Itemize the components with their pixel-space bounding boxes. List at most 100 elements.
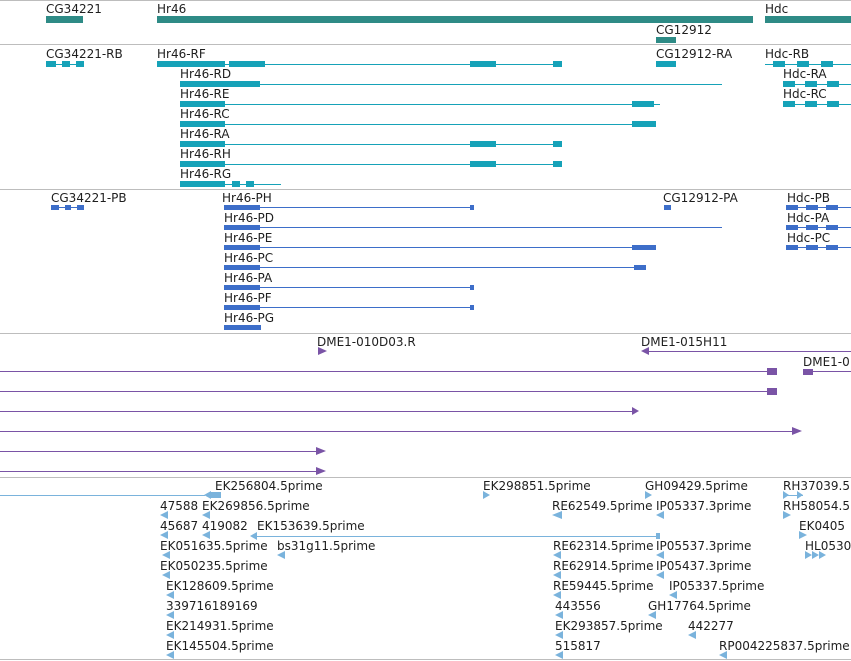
transcript-label[interactable]: Hdc-RA	[783, 67, 827, 81]
protein-feature[interactable]	[664, 205, 671, 210]
est-feature[interactable]	[162, 551, 170, 559]
protein-feature[interactable]	[51, 205, 84, 210]
transcript-feature[interactable]	[180, 121, 656, 127]
protein-label[interactable]: Hr46-PD	[224, 211, 275, 225]
est-feature[interactable]	[483, 491, 490, 499]
transcript-label[interactable]: CG34221-RB	[46, 47, 123, 61]
transcript-feature[interactable]	[180, 101, 660, 107]
est-label[interactable]: 443556	[555, 599, 601, 613]
est-label[interactable]: 419082	[202, 519, 248, 533]
est-label[interactable]: RH58054.5	[783, 499, 850, 513]
transcript-label[interactable]: Hr46-RC	[180, 107, 230, 121]
est-label[interactable]: EK128609.5prime	[166, 579, 274, 593]
clone-feature[interactable]	[645, 351, 851, 352]
est-label[interactable]: EK298851.5prime	[483, 479, 591, 493]
est-feature[interactable]	[553, 571, 561, 579]
protein-label[interactable]: Hr46-PH	[222, 191, 272, 205]
est-feature[interactable]	[656, 551, 664, 559]
est-label[interactable]: RE62314.5prime	[553, 539, 654, 553]
clone-feature[interactable]	[318, 347, 327, 355]
est-feature[interactable]	[555, 631, 563, 639]
est-label[interactable]: 47588	[160, 499, 199, 513]
est-feature[interactable]	[799, 531, 807, 539]
est-feature[interactable]	[202, 531, 210, 539]
est-label[interactable]: RH37039.5	[783, 479, 850, 493]
protein-feature[interactable]	[224, 245, 656, 250]
gene-label-hdc[interactable]: Hdc	[765, 2, 789, 16]
est-feature[interactable]	[555, 611, 563, 619]
est-feature[interactable]	[645, 491, 652, 499]
protein-feature[interactable]	[224, 305, 474, 310]
transcript-feature[interactable]	[180, 141, 562, 147]
est-label[interactable]: IP05337.5prime	[669, 579, 765, 593]
transcript-feature[interactable]	[656, 61, 676, 67]
clone-label[interactable]: DME1-0	[803, 355, 850, 369]
est-feature[interactable]	[0, 495, 205, 496]
protein-label[interactable]: CG34221-PB	[51, 191, 127, 205]
est-label[interactable]: EK293857.5prime	[555, 619, 663, 633]
est-feature[interactable]	[166, 611, 174, 619]
clone-feature[interactable]	[0, 451, 316, 452]
est-feature[interactable]	[256, 536, 658, 537]
gene-feature-hdc[interactable]	[765, 16, 851, 23]
est-label[interactable]: EK214931.5prime	[166, 619, 274, 633]
clone-feature[interactable]	[0, 391, 767, 392]
clone-label[interactable]: DME1-010D03.R	[317, 335, 416, 349]
protein-feature[interactable]	[224, 205, 474, 210]
clone-feature[interactable]	[0, 371, 767, 372]
est-feature[interactable]	[553, 551, 561, 559]
protein-feature[interactable]	[224, 325, 261, 330]
est-label[interactable]: HL0530	[805, 539, 851, 553]
est-label[interactable]: 339716189169	[166, 599, 258, 613]
transcript-feature[interactable]	[180, 181, 281, 187]
protein-label[interactable]: Hdc-PA	[787, 211, 830, 225]
est-label[interactable]: GH17764.5prime	[648, 599, 751, 613]
clone-label[interactable]: DME1-015H11	[641, 335, 728, 349]
protein-feature[interactable]	[786, 245, 851, 250]
est-label[interactable]: IP05537.3prime	[656, 539, 752, 553]
transcript-label[interactable]: Hr46-RG	[180, 167, 232, 181]
transcript-label[interactable]: Hr46-RA	[180, 127, 230, 141]
est-label[interactable]: EK153639.5prime	[257, 519, 365, 533]
est-feature[interactable]	[783, 511, 791, 519]
gene-label-hr46[interactable]: Hr46	[157, 2, 187, 16]
clone-feature[interactable]	[803, 369, 813, 375]
protein-label[interactable]: CG12912-PA	[663, 191, 738, 205]
est-label[interactable]: RP004225837.5prime	[719, 639, 850, 653]
est-feature[interactable]	[648, 611, 656, 619]
est-feature[interactable]	[783, 491, 803, 499]
transcript-feature[interactable]	[180, 81, 722, 87]
protein-label[interactable]: Hr46-PF	[224, 291, 272, 305]
est-label[interactable]: 45687	[160, 519, 199, 533]
transcript-label[interactable]: CG12912-RA	[656, 47, 733, 61]
est-feature[interactable]	[166, 651, 174, 659]
est-label[interactable]: RE62549.5prime	[552, 499, 653, 513]
transcript-feature[interactable]	[46, 61, 84, 67]
est-feature[interactable]	[656, 511, 664, 519]
est-label[interactable]: RE62914.5prime	[553, 559, 654, 573]
est-label[interactable]: RE59445.5prime	[553, 579, 654, 593]
transcript-label[interactable]: Hr46-RH	[180, 147, 231, 161]
transcript-feature[interactable]	[783, 101, 851, 107]
transcript-feature[interactable]	[180, 161, 562, 167]
clone-feature[interactable]	[0, 431, 792, 432]
est-label[interactable]: IP05437.3prime	[656, 559, 752, 573]
est-feature[interactable]	[555, 651, 563, 659]
transcript-feature[interactable]	[783, 81, 851, 87]
protein-label[interactable]: Hdc-PC	[787, 231, 831, 245]
gene-feature-hr46[interactable]	[157, 16, 753, 23]
clone-feature[interactable]	[0, 411, 632, 412]
protein-label[interactable]: Hr46-PE	[224, 231, 273, 245]
est-feature[interactable]	[162, 571, 170, 579]
est-feature[interactable]	[669, 591, 677, 599]
est-feature[interactable]	[688, 631, 696, 639]
est-feature[interactable]	[160, 531, 168, 539]
protein-feature[interactable]	[224, 225, 722, 230]
est-feature[interactable]	[656, 571, 664, 579]
est-feature[interactable]	[166, 591, 174, 599]
transcript-label[interactable]: Hr46-RE	[180, 87, 230, 101]
protein-label[interactable]: Hr46-PG	[224, 311, 275, 325]
gene-feature-cg34221[interactable]	[46, 16, 83, 23]
est-label[interactable]: EK0405	[799, 519, 845, 533]
est-label[interactable]: 515817	[555, 639, 601, 653]
